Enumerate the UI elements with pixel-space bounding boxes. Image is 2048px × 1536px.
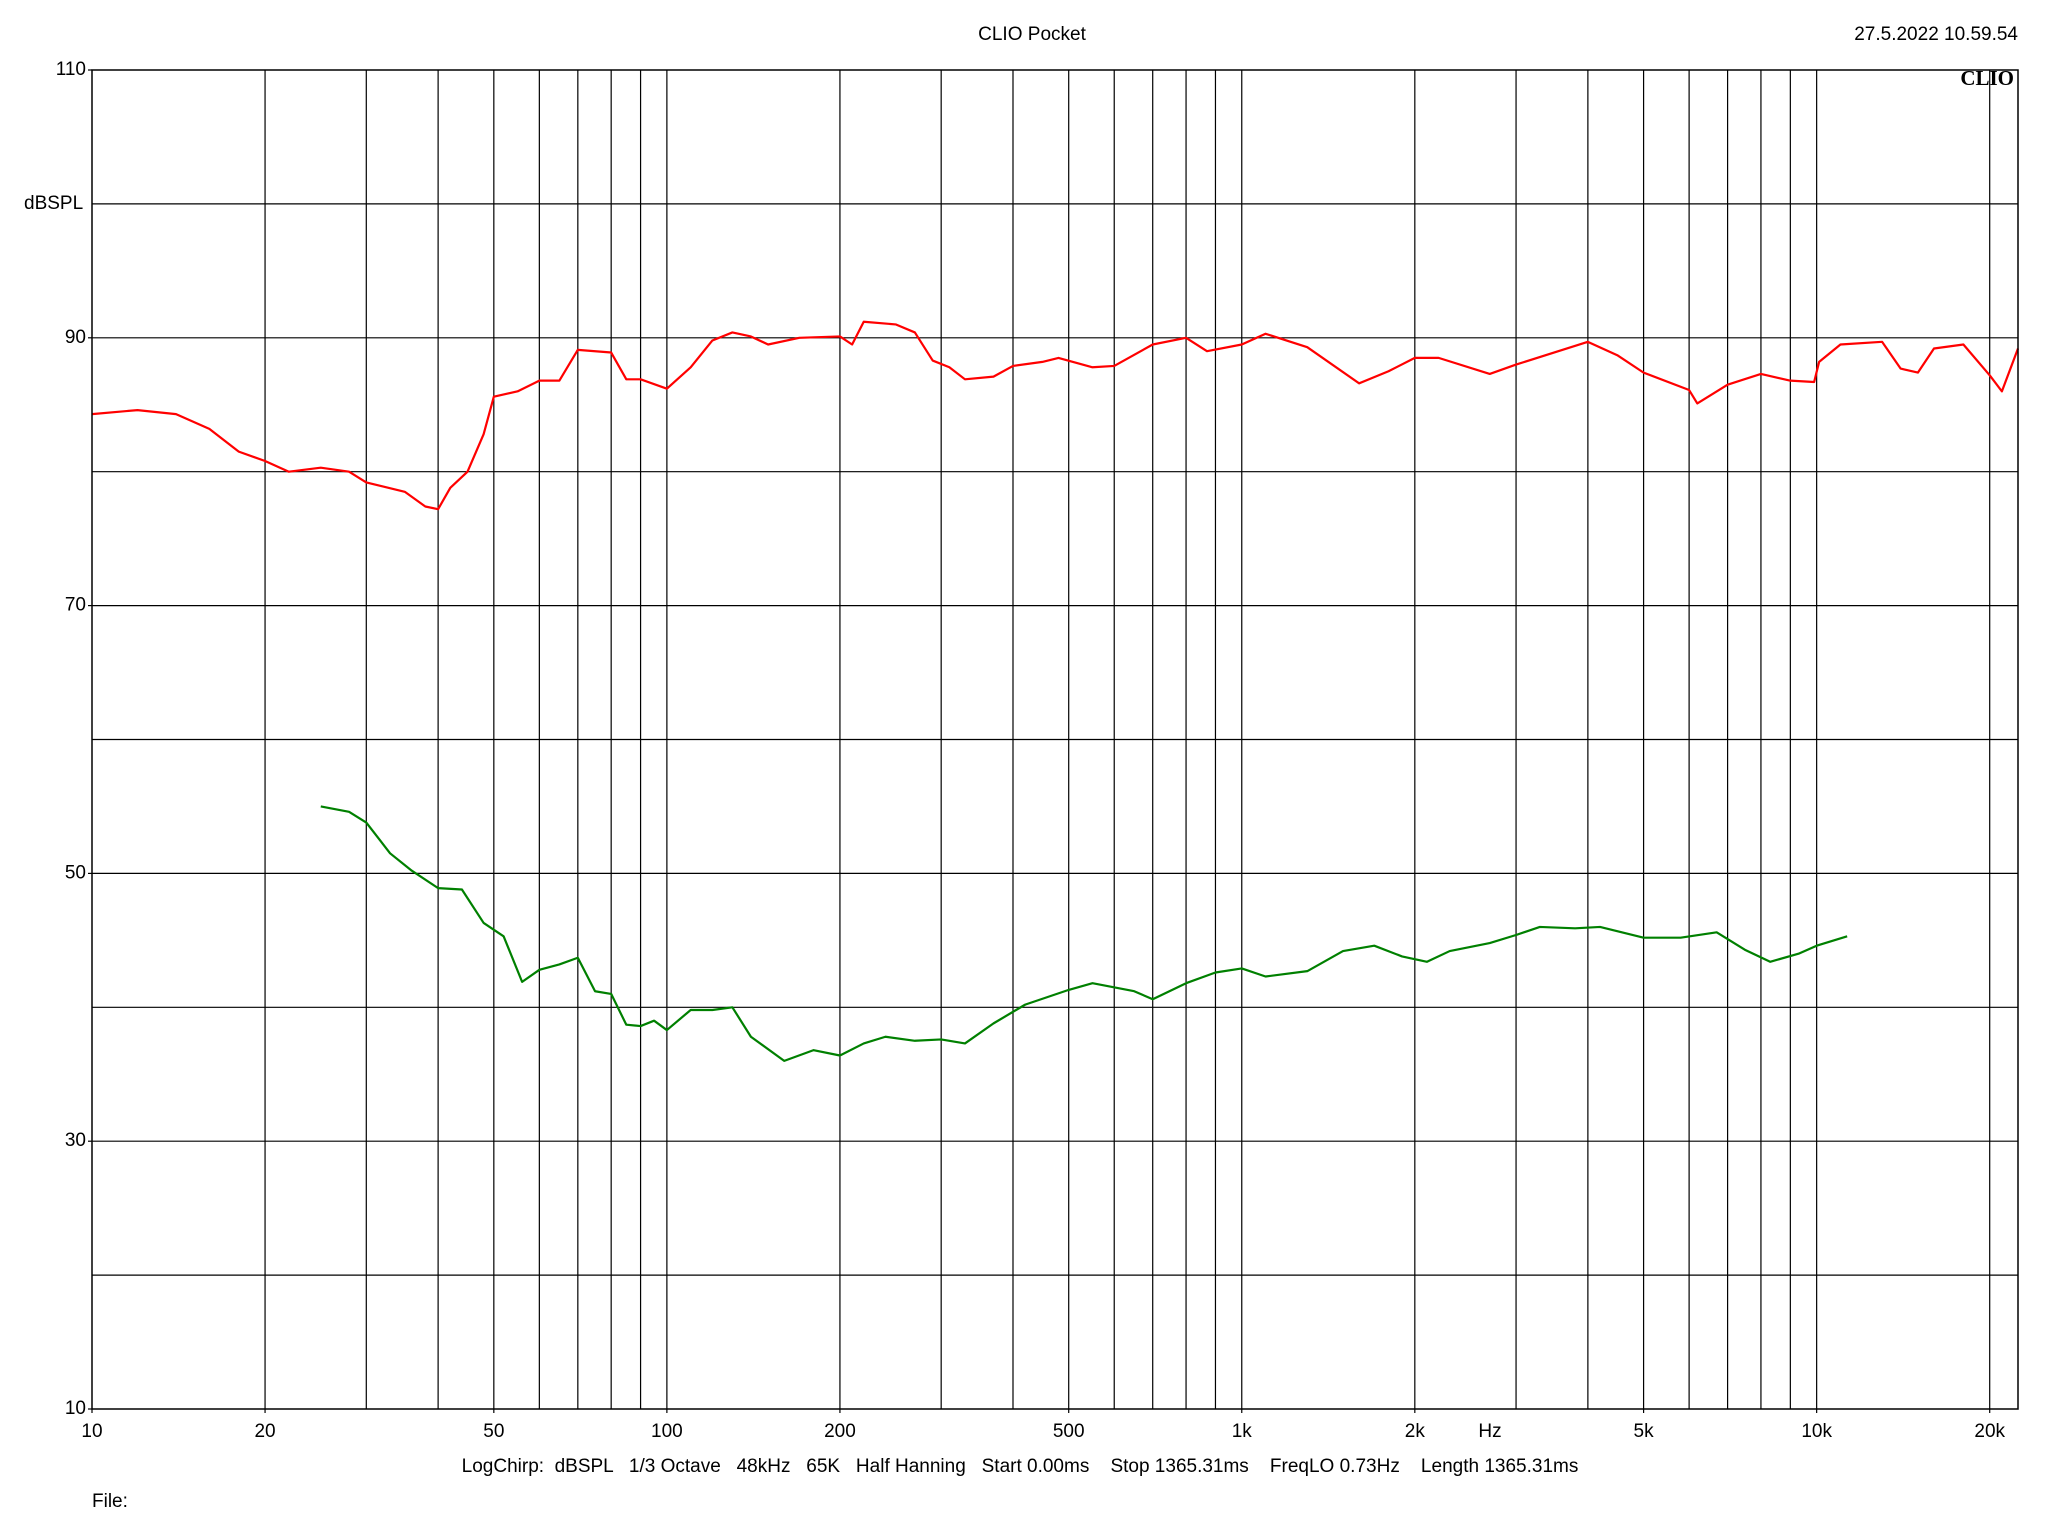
file-label: File: bbox=[92, 1491, 128, 1512]
x-tick-label: 1k bbox=[1232, 1421, 1253, 1442]
x-axis-label: Hz bbox=[1478, 1421, 1501, 1442]
y-tick-label: 10 bbox=[65, 1398, 86, 1419]
series-line bbox=[320, 805, 1848, 1062]
x-tick-label: 5k bbox=[1634, 1421, 1655, 1442]
y-tick-label: 70 bbox=[65, 595, 86, 616]
plot-area bbox=[91, 70, 2020, 1409]
plot-frame bbox=[91, 69, 2019, 1410]
x-tick-label: 2k bbox=[1405, 1421, 1426, 1442]
x-tick-label: 50 bbox=[483, 1421, 504, 1442]
y-tick-label: 30 bbox=[65, 1130, 86, 1151]
y-tick-label: 110 bbox=[56, 59, 86, 80]
y-axis-label: dBSPL bbox=[24, 193, 83, 214]
x-tick-label: 20k bbox=[1974, 1421, 2005, 1442]
x-tick-label: 10 bbox=[81, 1421, 102, 1442]
chart-title: CLIO Pocket bbox=[978, 24, 1086, 45]
y-tick-label: 50 bbox=[65, 862, 86, 883]
logo: CLIO bbox=[1960, 66, 2014, 90]
x-tick-label: 100 bbox=[651, 1421, 683, 1442]
x-tick-label: 200 bbox=[824, 1421, 856, 1442]
measurement-info: LogChirp: dBSPL 1/3 Octave 48kHz 65K Hal… bbox=[462, 1456, 1579, 1477]
x-tick-label: 20 bbox=[254, 1421, 275, 1442]
x-tick-label: 500 bbox=[1053, 1421, 1085, 1442]
x-tick-label: 10k bbox=[1801, 1421, 1832, 1442]
series-line bbox=[91, 320, 2020, 511]
y-tick-label: 90 bbox=[65, 327, 86, 348]
timestamp: 27.5.2022 10.59.54 bbox=[1854, 24, 2018, 45]
